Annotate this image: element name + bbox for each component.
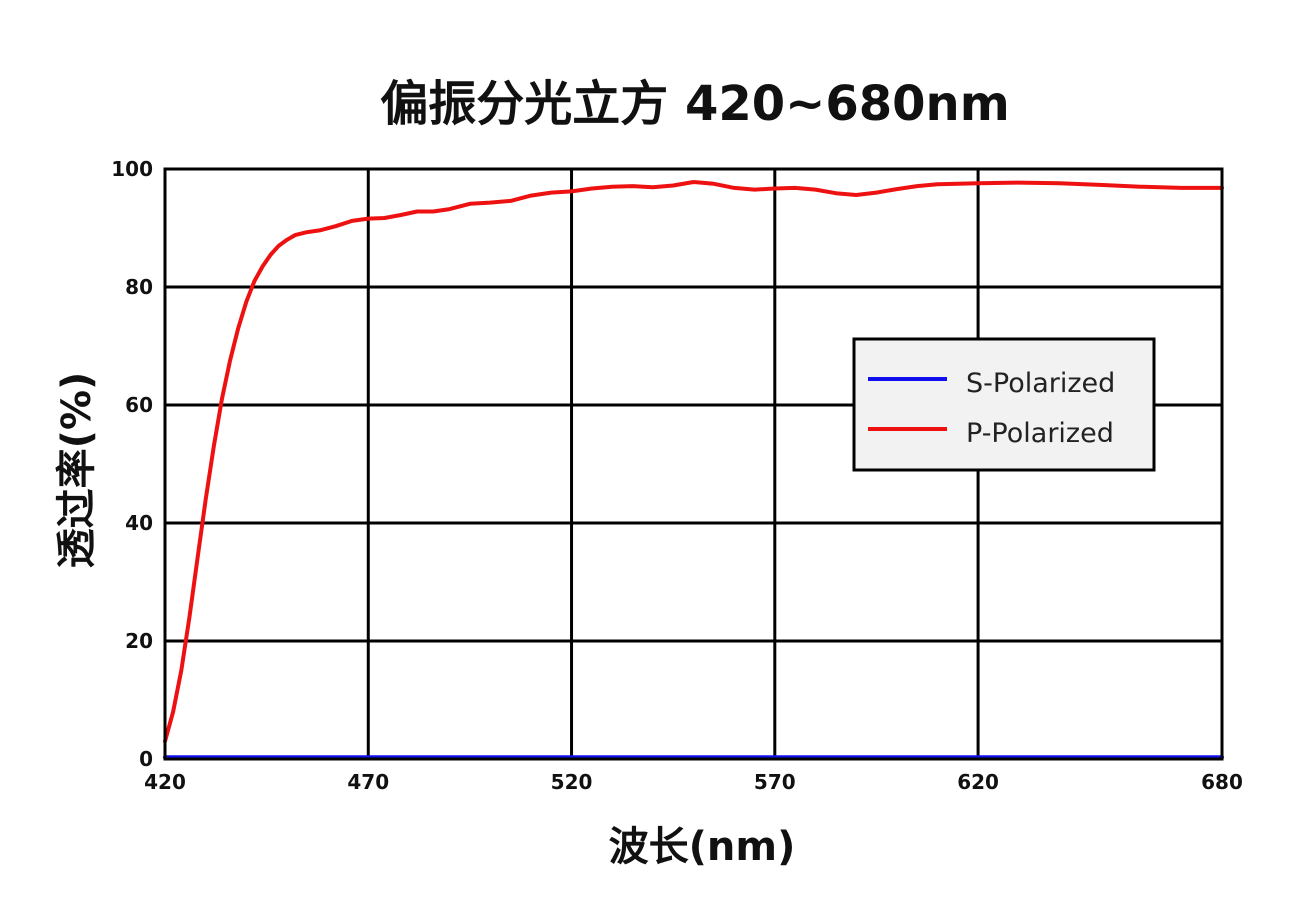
plot-frame [163, 167, 1224, 761]
legend-label-p-polarized: P-Polarized [966, 418, 1114, 449]
y-tick-label: 0 [139, 747, 153, 771]
x-tick-label: 420 [144, 770, 186, 794]
x-tick-label: 680 [1201, 770, 1243, 794]
chart-title: 偏振分光立方 420~680nm [380, 76, 1010, 132]
x-axis-title: 波长(nm) [609, 824, 796, 870]
y-tick-label: 80 [125, 275, 153, 299]
y-tick-label: 100 [111, 157, 153, 181]
series-line-p-polarized [163, 180, 1224, 744]
legend-box [852, 337, 1156, 472]
y-tick-label: 40 [125, 511, 153, 535]
x-tick-labels: 420 470 520 570 620 680 [144, 770, 1243, 794]
y-tick-label: 60 [125, 393, 153, 417]
legend-label-s-polarized: S-Polarized [966, 368, 1115, 399]
x-tick-label: 570 [754, 770, 796, 794]
y-tick-label: 20 [125, 629, 153, 653]
x-tick-label: 470 [347, 770, 389, 794]
legend: S-Polarized P-Polarized [852, 337, 1156, 472]
series-layer [163, 180, 1224, 760]
y-axis-title: 透过率(%) [54, 372, 100, 569]
x-tick-label: 520 [551, 770, 593, 794]
x-tick-label: 620 [957, 770, 999, 794]
y-tick-labels: 0 20 40 60 80 100 [111, 157, 153, 771]
